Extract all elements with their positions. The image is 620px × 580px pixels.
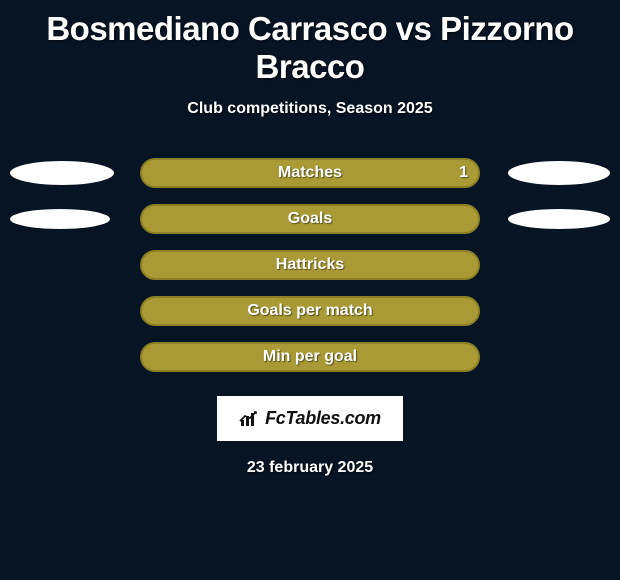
stat-bar: Goals per match [140, 296, 480, 326]
comparison-infographic: Bosmediano Carrasco vs Pizzorno Bracco C… [0, 0, 620, 580]
stat-label: Goals [288, 210, 332, 228]
right-value-ellipse [508, 161, 610, 185]
stat-value-right: 1 [459, 164, 468, 182]
stat-row: Min per goal [0, 342, 620, 372]
stat-row: Matches 1 [0, 158, 620, 188]
brand-text: FcTables.com [265, 408, 381, 429]
stat-label: Hattricks [276, 256, 344, 274]
stat-bar: Matches 1 [140, 158, 480, 188]
stat-label: Matches [278, 164, 342, 182]
stat-row: Goals [0, 204, 620, 234]
left-value-ellipse [10, 209, 110, 229]
page-title: Bosmediano Carrasco vs Pizzorno Bracco [0, 0, 620, 86]
stat-label: Min per goal [263, 348, 357, 366]
brand-badge: FcTables.com [217, 396, 403, 441]
bar-chart-icon [239, 410, 261, 428]
stat-label: Goals per match [247, 302, 372, 320]
left-value-ellipse [10, 161, 114, 185]
stat-rows: Matches 1 Goals Hattricks Goals per match Min… [0, 158, 620, 372]
page-subtitle: Club competitions, Season 2025 [0, 100, 620, 118]
generated-date: 23 february 2025 [0, 459, 620, 477]
stat-bar: Hattricks [140, 250, 480, 280]
stat-bar: Min per goal [140, 342, 480, 372]
stat-row: Hattricks [0, 250, 620, 280]
stat-row: Goals per match [0, 296, 620, 326]
stat-bar: Goals [140, 204, 480, 234]
right-value-ellipse [508, 209, 610, 229]
